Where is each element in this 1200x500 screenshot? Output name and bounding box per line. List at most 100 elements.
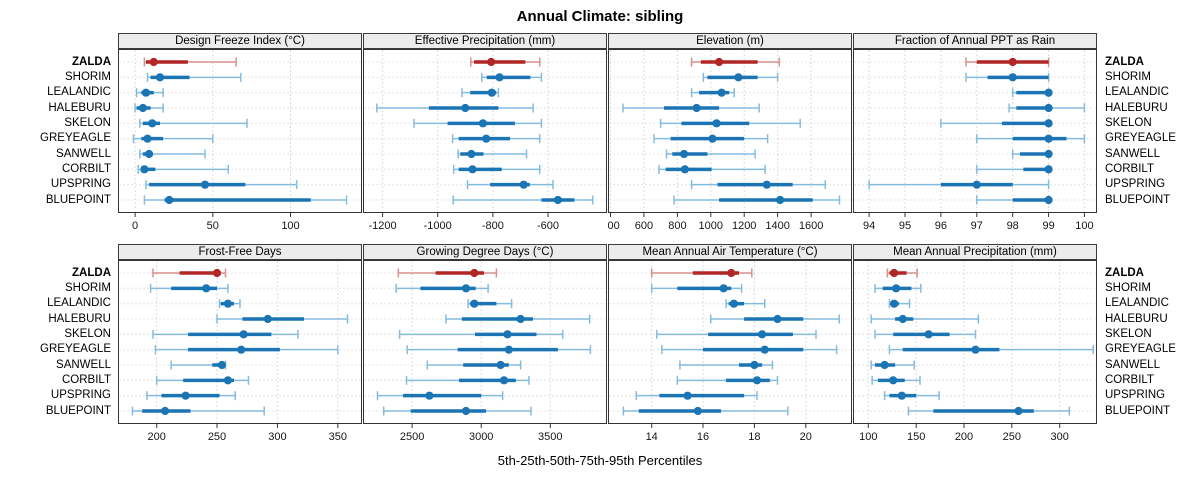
series-sanwell: [665, 149, 756, 159]
series-greyeagle: [661, 345, 838, 355]
row-label-skelon: SKELON: [64, 327, 111, 340]
plot-mean-annual-precipitation: 100 150 200 250 300: [853, 260, 1097, 443]
series-haleburu: [445, 314, 591, 324]
svg-text:94: 94: [863, 220, 875, 232]
series-shorim: [149, 283, 229, 293]
svg-text:300: 300: [268, 431, 286, 443]
row-label-lealandic: LEALANDIC: [1105, 86, 1169, 99]
series-shorim: [146, 72, 242, 82]
series-sanwell: [426, 360, 522, 370]
series-skelon: [656, 329, 817, 339]
series-shorim: [965, 72, 1050, 82]
svg-text:250: 250: [208, 431, 226, 443]
svg-text:1400: 1400: [765, 220, 789, 232]
svg-text:150: 150: [907, 431, 925, 443]
strip-title-effective-precipitation: Effective Precipitation (mm): [363, 33, 607, 49]
svg-text:300: 300: [1051, 431, 1069, 443]
svg-text:-800: -800: [482, 220, 504, 232]
row-label-greyeagle: GREYEAGLE: [40, 343, 111, 356]
series-greyeagle: [154, 345, 339, 355]
series-upspring: [376, 391, 504, 401]
svg-text:2500: 2500: [400, 431, 424, 443]
svg-text:50: 50: [207, 220, 219, 232]
row-label-greyeagle: GREYEAGLE: [1105, 132, 1176, 145]
svg-text:1600: 1600: [799, 220, 823, 232]
row-labels-right-top: ZALDA SHORIM LEALANDIC HALEBURU SKELON GREYEA…: [1098, 33, 1200, 235]
gridlines: [609, 261, 851, 423]
svg-text:0: 0: [132, 220, 138, 232]
series-zalda: [397, 268, 498, 278]
svg-text:100: 100: [281, 220, 299, 232]
series-greyeagle: [406, 345, 592, 355]
panel-border: [608, 49, 852, 213]
series-skelon: [139, 118, 248, 128]
row-label-sanwell: SANWELL: [56, 358, 111, 371]
panel-border: [853, 49, 1097, 213]
series-shorim: [395, 283, 489, 293]
chart-title: Annual Climate: sibling: [516, 8, 684, 25]
row-labels-left-top: ZALDA SHORIM LEALANDIC HALEBURU SKELON GREYEA…: [0, 33, 118, 235]
series-corbilt: [871, 375, 921, 385]
series-sanwell: [457, 149, 528, 159]
panel-row-bottom: ZALDA SHORIM LEALANDIC HALEBURU SKELON GREYEA…: [0, 244, 1200, 446]
series-sanwell: [679, 360, 774, 370]
series-haleburu: [622, 103, 760, 113]
row-label-shorim: SHORIM: [65, 70, 111, 83]
series-corbilt: [137, 164, 230, 174]
series-bluepoint: [452, 195, 594, 205]
series-skelon: [152, 329, 299, 339]
panel-border: [853, 260, 1097, 424]
panel-row-top: ZALDA SHORIM LEALANDIC HALEBURU SKELON GREYEA…: [0, 33, 1200, 235]
series-lealandic: [1011, 88, 1053, 98]
strip-title-growing-degree-days: Growing Degree Days (°C): [363, 244, 607, 260]
row-label-bluepoint: BLUEPOINT: [1105, 193, 1171, 206]
panel-border: [363, 49, 607, 213]
row-label-haleburu: HALEBURU: [48, 312, 111, 325]
row-label-haleburu: HALEBURU: [48, 101, 111, 114]
panel-border: [363, 260, 607, 424]
series-haleburu: [870, 314, 980, 324]
series-lealandic: [218, 299, 241, 309]
gridlines: [119, 50, 361, 212]
panel-border: [118, 49, 362, 213]
plot-growing-degree-days: 2500 3000 3500: [363, 260, 607, 443]
row-label-lealandic: LEALANDIC: [1105, 297, 1169, 310]
x-axis: 200 250 300 350: [148, 424, 347, 443]
strip-title-mean-annual-air-temperature: Mean Annual Air Temperature (°C): [608, 244, 852, 260]
gridlines: [854, 261, 1096, 423]
row-label-corbilt: CORBILT: [1105, 373, 1154, 386]
svg-text:1200: 1200: [732, 220, 756, 232]
row-label-zalda: ZALDA: [1105, 55, 1144, 68]
series-corbilt: [155, 375, 250, 385]
svg-text:-600: -600: [537, 220, 559, 232]
series-greyeagle: [888, 345, 1094, 355]
series-lealandic: [135, 88, 164, 98]
plot-mean-annual-air-temperature: 14 16 18 20: [608, 260, 852, 443]
series-greyeagle: [132, 134, 214, 144]
row-label-sanwell: SANWELL: [1105, 358, 1160, 371]
svg-text:200: 200: [955, 431, 973, 443]
panel-design-freeze-index: Design Freeze Index (°C) 0 50 100: [118, 33, 362, 235]
svg-text:99: 99: [1042, 220, 1054, 232]
svg-text:200: 200: [148, 431, 166, 443]
x-axis: 94 95 96 97 98 99 100: [863, 213, 1094, 232]
svg-text:97: 97: [971, 220, 983, 232]
series-bluepoint: [143, 195, 348, 205]
series-lealandic: [690, 88, 735, 98]
percentiles-caption: 5th-25th-50th-75th-95th Percentiles: [497, 453, 703, 468]
series-corbilt: [405, 375, 530, 385]
series-bluepoint: [673, 195, 841, 205]
row-label-zalda: ZALDA: [72, 266, 111, 279]
x-axis: 400 600 800 1000 1200 1400 1600: [608, 213, 823, 232]
row-label-sanwell: SANWELL: [1105, 147, 1160, 160]
series-bluepoint: [907, 406, 1071, 416]
row-label-upspring: UPSPRING: [1105, 389, 1166, 402]
row-label-bluepoint: BLUEPOINT: [45, 404, 111, 417]
series-shorim: [650, 283, 743, 293]
svg-text:1000: 1000: [699, 220, 723, 232]
svg-text:350: 350: [329, 431, 347, 443]
gridlines: [364, 261, 606, 423]
plot-effective-precipitation: -1200 -1000 -800 -600: [363, 49, 607, 232]
gridlines: [364, 50, 606, 212]
